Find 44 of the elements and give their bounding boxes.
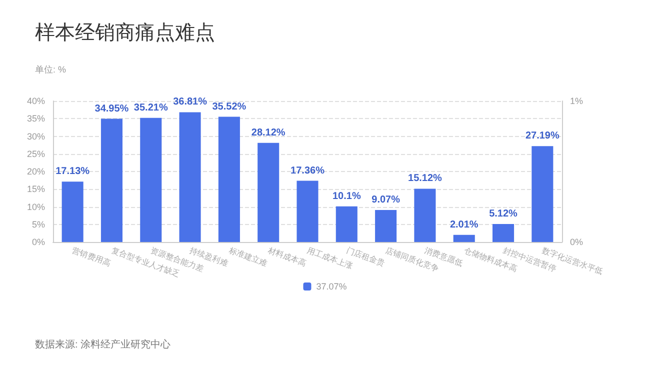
bar	[492, 224, 514, 242]
data-label: 15.12%	[408, 173, 442, 184]
data-label: 36.81%	[173, 96, 208, 108]
bar	[100, 118, 122, 242]
bar	[453, 234, 475, 242]
bar	[336, 206, 358, 242]
bar	[414, 188, 436, 242]
bar	[140, 118, 162, 242]
y-tick-label: 5%	[32, 219, 45, 230]
data-label: 17.13%	[56, 166, 90, 178]
data-label: 5.12%	[489, 208, 518, 220]
data-label: 2.01%	[450, 219, 478, 230]
data-label: 10.1%	[332, 190, 361, 202]
bar	[296, 180, 318, 242]
bar	[532, 146, 554, 242]
data-label: 9.07%	[372, 194, 400, 206]
x-tick-label: 标准建立难	[226, 245, 268, 268]
y-tick-label: 30%	[26, 131, 45, 142]
chart-title: 样本经销商痛点难点	[35, 22, 215, 44]
y-tick-label: 15%	[26, 184, 45, 194]
y-tick-label: 20%	[26, 166, 45, 176]
y-tick-label: 35%	[26, 114, 45, 124]
x-tick-label: 营销费用高	[71, 246, 112, 268]
source-note: 数据来源: 涂料经产业研究中心	[35, 338, 171, 350]
chart-subtitle: 单位: %	[35, 64, 66, 74]
bar	[62, 182, 84, 242]
bar	[258, 142, 280, 242]
y-tick-label: 0%	[32, 237, 45, 247]
data-label: 35.52%	[212, 101, 246, 112]
data-label: 34.95%	[94, 103, 129, 114]
data-label: 27.19%	[525, 130, 560, 142]
y2-tick-label: 0%	[570, 237, 584, 247]
y2-tick-label: 1%	[570, 96, 584, 106]
bar	[375, 210, 397, 242]
bar	[179, 112, 201, 242]
data-label: 35.21%	[134, 102, 168, 114]
y-tick-label: 25%	[26, 148, 45, 159]
data-label: 17.36%	[290, 165, 325, 176]
data-label: 28.12%	[251, 127, 286, 138]
bar	[218, 116, 240, 242]
y-tick-label: 10%	[26, 202, 45, 212]
y-tick-label: 40%	[26, 96, 45, 106]
x-tick-label: 材料成本高	[266, 245, 308, 268]
legend-label: 37.07%	[316, 282, 347, 292]
